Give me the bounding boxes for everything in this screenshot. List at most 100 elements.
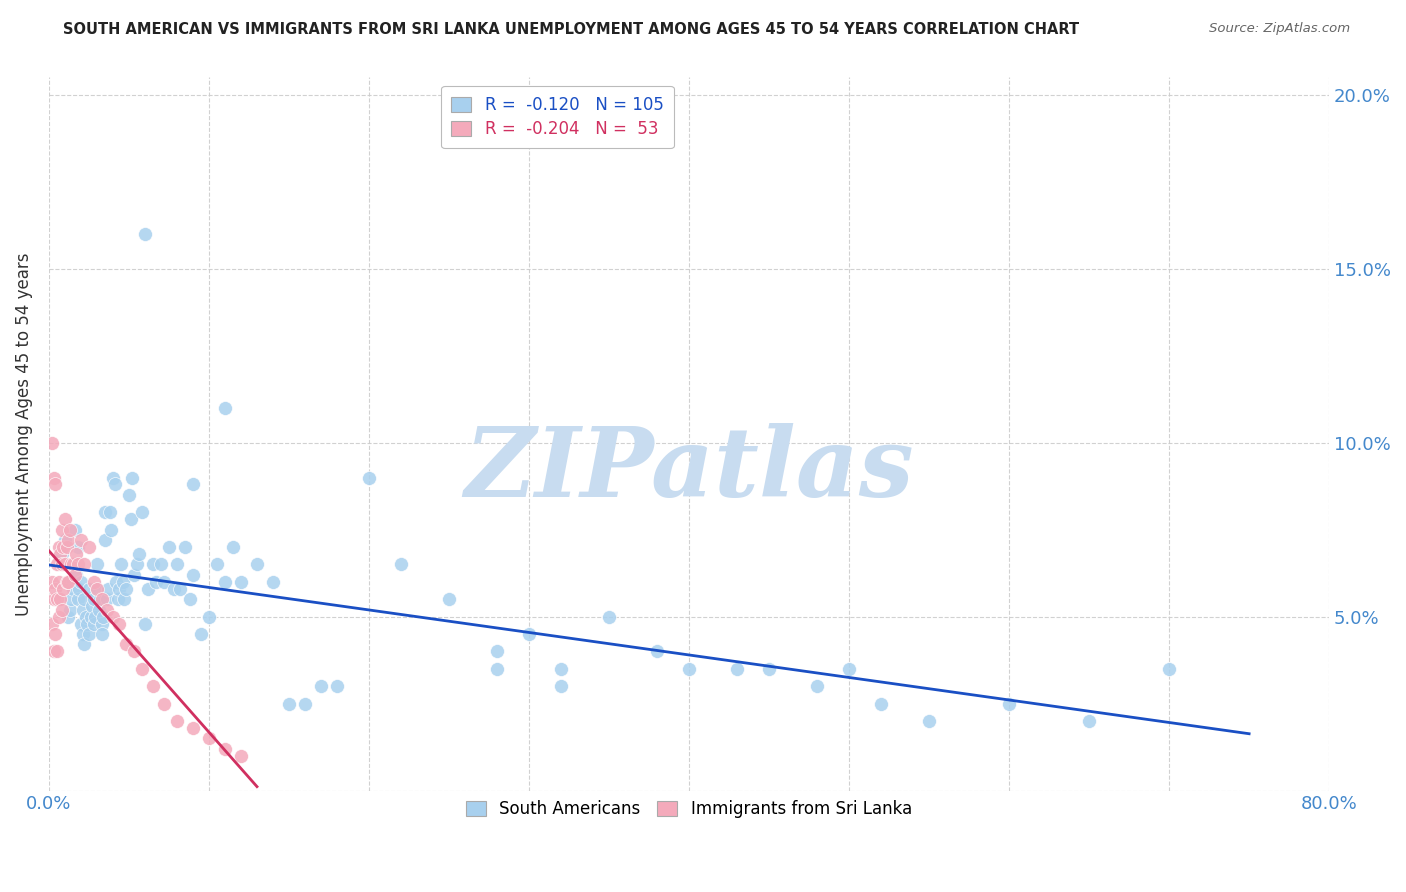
Point xyxy=(131,662,153,676)
Point xyxy=(389,558,412,572)
Point xyxy=(678,662,700,676)
Point xyxy=(149,558,172,572)
Point xyxy=(44,582,66,596)
Point xyxy=(142,679,165,693)
Point xyxy=(66,540,89,554)
Point xyxy=(918,714,941,728)
Point xyxy=(107,592,129,607)
Point xyxy=(76,616,98,631)
Point xyxy=(357,470,380,484)
Point xyxy=(198,731,221,746)
Point xyxy=(42,470,65,484)
Point xyxy=(77,627,100,641)
Point xyxy=(70,574,93,589)
Point xyxy=(205,558,228,572)
Point xyxy=(83,574,105,589)
Point xyxy=(125,558,148,572)
Point xyxy=(111,574,134,589)
Y-axis label: Unemployment Among Ages 45 to 54 years: Unemployment Among Ages 45 to 54 years xyxy=(15,252,32,615)
Point xyxy=(65,568,87,582)
Point xyxy=(97,582,120,596)
Point xyxy=(550,679,572,693)
Point xyxy=(94,533,117,548)
Point xyxy=(86,582,108,596)
Point xyxy=(51,603,73,617)
Point xyxy=(598,609,620,624)
Point xyxy=(55,574,77,589)
Point xyxy=(122,568,145,582)
Point xyxy=(198,609,221,624)
Point xyxy=(153,697,176,711)
Point xyxy=(82,599,104,614)
Point xyxy=(62,558,84,572)
Point xyxy=(56,574,79,589)
Point xyxy=(1078,714,1101,728)
Point xyxy=(49,547,72,561)
Point xyxy=(128,547,150,561)
Point xyxy=(838,662,860,676)
Point xyxy=(79,609,101,624)
Point xyxy=(758,662,780,676)
Point xyxy=(94,505,117,519)
Point xyxy=(1159,662,1181,676)
Point xyxy=(84,609,107,624)
Point xyxy=(41,616,63,631)
Point xyxy=(181,477,204,491)
Point xyxy=(44,627,66,641)
Point xyxy=(114,638,136,652)
Point xyxy=(59,603,82,617)
Point xyxy=(550,662,572,676)
Point xyxy=(53,558,76,572)
Point xyxy=(62,582,84,596)
Point xyxy=(166,558,188,572)
Point xyxy=(62,558,84,572)
Point xyxy=(48,574,70,589)
Point xyxy=(70,533,93,548)
Point xyxy=(86,582,108,596)
Point xyxy=(486,644,509,658)
Point xyxy=(87,603,110,617)
Point xyxy=(114,582,136,596)
Point xyxy=(67,582,90,596)
Point xyxy=(134,616,156,631)
Point xyxy=(42,644,65,658)
Point xyxy=(51,558,73,572)
Point xyxy=(222,540,245,554)
Text: SOUTH AMERICAN VS IMMIGRANTS FROM SRI LANKA UNEMPLOYMENT AMONG AGES 45 TO 54 YEA: SOUTH AMERICAN VS IMMIGRANTS FROM SRI LA… xyxy=(63,22,1080,37)
Point xyxy=(96,592,118,607)
Point xyxy=(52,582,75,596)
Point xyxy=(56,574,79,589)
Point xyxy=(157,540,180,554)
Point xyxy=(134,227,156,241)
Point xyxy=(136,582,159,596)
Point xyxy=(65,547,87,561)
Point xyxy=(169,582,191,596)
Point xyxy=(645,644,668,658)
Point xyxy=(63,523,86,537)
Point xyxy=(118,488,141,502)
Point xyxy=(725,662,748,676)
Point xyxy=(122,644,145,658)
Point xyxy=(294,697,316,711)
Point xyxy=(44,477,66,491)
Point xyxy=(214,574,236,589)
Point xyxy=(90,616,112,631)
Point xyxy=(72,627,94,641)
Point xyxy=(42,592,65,607)
Point xyxy=(998,697,1021,711)
Point xyxy=(105,574,128,589)
Point xyxy=(46,644,69,658)
Point xyxy=(83,592,105,607)
Point xyxy=(142,558,165,572)
Point xyxy=(112,592,135,607)
Point xyxy=(101,609,124,624)
Point xyxy=(103,477,125,491)
Point xyxy=(51,547,73,561)
Point xyxy=(181,721,204,735)
Point xyxy=(229,574,252,589)
Point xyxy=(326,679,349,693)
Point xyxy=(48,540,70,554)
Point xyxy=(166,714,188,728)
Point xyxy=(86,558,108,572)
Point xyxy=(190,627,212,641)
